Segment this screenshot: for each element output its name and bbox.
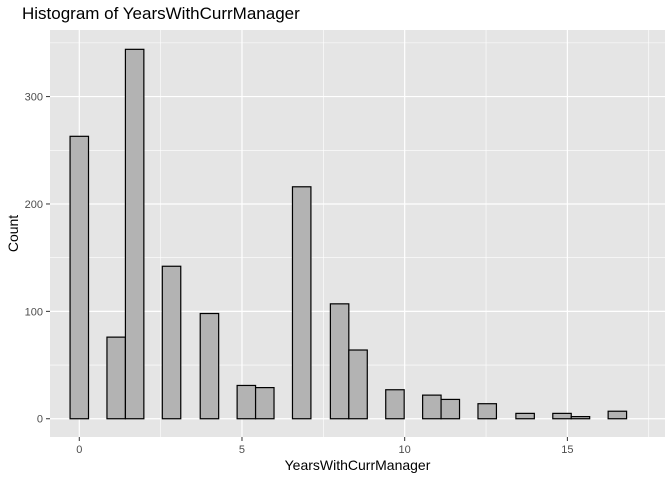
x-tick-label: 5	[239, 444, 245, 456]
histogram-bar	[199, 312, 220, 420]
x-tick-labels: 0 5 10 15	[76, 444, 573, 456]
histogram-bar	[607, 410, 628, 420]
histogram-bar	[477, 403, 498, 420]
y-tick-label: 100	[25, 306, 43, 318]
histogram-bar	[570, 415, 591, 420]
x-tick-label: 10	[399, 444, 411, 456]
histogram-bar	[106, 336, 127, 420]
x-tick-label: 0	[76, 444, 82, 456]
x-axis-title: YearsWithCurrManager	[285, 457, 431, 473]
x-tick-label: 15	[561, 444, 573, 456]
y-axis-title: Count	[5, 215, 21, 252]
histogram-bar	[422, 394, 442, 420]
y-tick-labels: 0 100 200 300	[25, 92, 43, 426]
chart-title: Histogram of YearsWithCurrManager	[22, 4, 300, 23]
histogram-bar	[161, 265, 182, 420]
y-tick-label: 0	[37, 414, 43, 426]
histogram-bar	[515, 412, 535, 420]
histogram-bar	[124, 48, 145, 420]
y-tick-label: 200	[25, 199, 43, 211]
histogram-bar	[440, 398, 461, 420]
histogram-bar	[552, 412, 572, 420]
histogram-bars	[69, 48, 628, 420]
histogram-bar	[385, 389, 405, 420]
histogram-bar	[236, 384, 257, 420]
minor-gridlines	[50, 30, 665, 437]
histogram-bar	[254, 387, 275, 420]
histogram-bar	[69, 135, 90, 420]
histogram-bar	[348, 349, 368, 420]
y-tick-label: 300	[25, 92, 43, 104]
axis-ticks	[46, 96, 568, 441]
histogram-bar	[329, 303, 350, 420]
histogram-bar	[291, 186, 312, 420]
